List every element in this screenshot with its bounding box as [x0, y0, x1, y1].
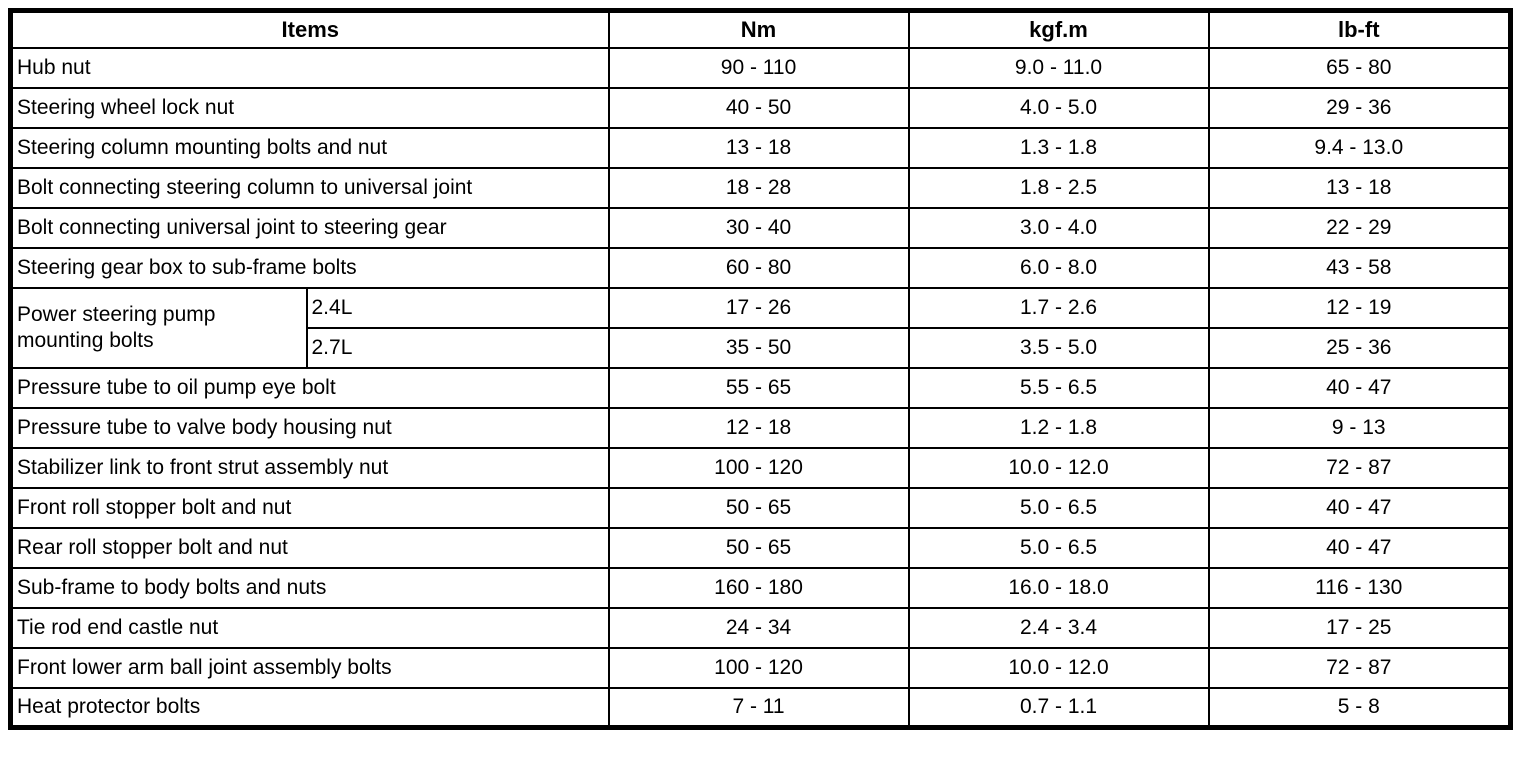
lbft-cell: 17 - 25: [1207, 606, 1512, 649]
nm-cell: 40 - 50: [607, 86, 910, 129]
item-cell: Steering gear box to sub-frame bolts: [9, 246, 610, 289]
lbft-cell: 29 - 36: [1207, 86, 1512, 129]
table-row: 2.7L 35 - 50 3.5 - 5.0 25 - 36: [11, 326, 1512, 369]
table-row: Steering wheel lock nut 40 - 50 4.0 - 5.…: [9, 86, 1512, 129]
kgfm-cell: 1.3 - 1.8: [907, 126, 1210, 169]
item-cell: Pressure tube to oil pump eye bolt: [9, 366, 610, 409]
kgfm-cell: 4.0 - 5.0: [907, 86, 1210, 129]
kgfm-cell: 5.0 - 6.5: [907, 486, 1210, 529]
nm-cell: 24 - 34: [607, 606, 910, 649]
table-row: Bolt connecting universal joint to steer…: [9, 206, 1512, 249]
lbft-cell: 22 - 29: [1207, 206, 1512, 249]
nm-cell: 12 - 18: [607, 406, 910, 449]
item-cell: Hub nut: [9, 46, 610, 89]
kgfm-cell: 1.2 - 1.8: [907, 406, 1210, 449]
table-row: Pressure tube to valve body housing nut …: [9, 406, 1512, 449]
table-row: Bolt connecting steering column to unive…: [9, 166, 1512, 209]
item-cell: Rear roll stopper bolt and nut: [9, 526, 610, 569]
table-row: Front lower arm ball joint assembly bolt…: [9, 646, 1512, 689]
table-row: Heat protector bolts 7 - 11 0.7 - 1.1 5 …: [9, 686, 1512, 729]
col-header-items: Items: [9, 9, 610, 49]
item-cell: Sub-frame to body bolts and nuts: [9, 566, 610, 609]
lbft-cell: 13 - 18: [1207, 166, 1512, 209]
lbft-cell: 5 - 8: [1207, 686, 1512, 729]
item-cell: Power steering pump mounting bolts: [9, 286, 308, 369]
item-cell: Tie rod end castle nut: [9, 606, 610, 649]
lbft-cell: 40 - 47: [1207, 526, 1512, 569]
item-cell: Heat protector bolts: [9, 686, 610, 729]
kgfm-cell: 0.7 - 1.1: [907, 686, 1210, 729]
lbft-cell: 72 - 87: [1207, 446, 1512, 489]
lbft-cell: 43 - 58: [1207, 246, 1512, 289]
item-cell: Front roll stopper bolt and nut: [9, 486, 610, 529]
item-cell: Pressure tube to valve body housing nut: [9, 406, 610, 449]
kgfm-cell: 10.0 - 12.0: [907, 646, 1210, 689]
kgfm-cell: 10.0 - 12.0: [907, 446, 1210, 489]
item-cell: Stabilizer link to front strut assembly …: [9, 446, 610, 489]
variant-cell: 2.4L: [305, 286, 610, 329]
table-row: Stabilizer link to front strut assembly …: [9, 446, 1512, 489]
table-row: Sub-frame to body bolts and nuts 160 - 1…: [9, 566, 1512, 609]
nm-cell: 50 - 65: [607, 526, 910, 569]
item-cell: Steering wheel lock nut: [9, 86, 610, 129]
kgfm-cell: 1.7 - 2.6: [907, 286, 1210, 329]
nm-cell: 17 - 26: [607, 286, 910, 329]
kgfm-cell: 16.0 - 18.0: [907, 566, 1210, 609]
table-row: Steering column mounting bolts and nut 1…: [9, 126, 1512, 169]
lbft-cell: 40 - 47: [1207, 366, 1512, 409]
nm-cell: 13 - 18: [607, 126, 910, 169]
table-row: Power steering pump mounting bolts 2.4L …: [9, 286, 1512, 369]
item-cell: Bolt connecting steering column to unive…: [9, 166, 610, 209]
nm-cell: 35 - 50: [607, 326, 910, 369]
kgfm-cell: 9.0 - 11.0: [907, 46, 1210, 89]
lbft-cell: 72 - 87: [1207, 646, 1512, 689]
kgfm-cell: 2.4 - 3.4: [907, 606, 1210, 649]
nm-cell: 100 - 120: [607, 646, 910, 689]
table-row: Tie rod end castle nut 24 - 34 2.4 - 3.4…: [9, 606, 1512, 649]
nm-cell: 30 - 40: [607, 206, 910, 249]
table-row: Steering gear box to sub-frame bolts 60 …: [9, 246, 1512, 289]
lbft-cell: 12 - 19: [1207, 286, 1512, 329]
nm-cell: 160 - 180: [607, 566, 910, 609]
item-cell: Steering column mounting bolts and nut: [9, 126, 610, 169]
nm-cell: 18 - 28: [607, 166, 910, 209]
kgfm-cell: 6.0 - 8.0: [907, 246, 1210, 289]
nm-cell: 60 - 80: [607, 246, 910, 289]
lbft-cell: 40 - 47: [1207, 486, 1512, 529]
col-header-kgfm: kgf.m: [907, 9, 1210, 49]
lbft-cell: 25 - 36: [1207, 326, 1512, 369]
kgfm-cell: 5.0 - 6.5: [907, 526, 1210, 569]
nm-cell: 55 - 65: [607, 366, 910, 409]
lbft-cell: 116 - 130: [1207, 566, 1512, 609]
kgfm-cell: 3.5 - 5.0: [907, 326, 1210, 369]
col-header-nm: Nm: [607, 9, 910, 49]
kgfm-cell: 3.0 - 4.0: [907, 206, 1210, 249]
torque-spec-table: Items Nm kgf.m lb-ft Hub nut 90 - 110 9.…: [8, 8, 1514, 730]
item-cell: Bolt connecting universal joint to steer…: [9, 206, 610, 249]
nm-cell: 100 - 120: [607, 446, 910, 489]
table-header-row: Items Nm kgf.m lb-ft: [9, 9, 1512, 49]
kgfm-cell: 1.8 - 2.5: [907, 166, 1210, 209]
kgfm-cell: 5.5 - 6.5: [907, 366, 1210, 409]
nm-cell: 50 - 65: [607, 486, 910, 529]
table-row: Hub nut 90 - 110 9.0 - 11.0 65 - 80: [9, 46, 1512, 89]
variant-cell: 2.7L: [305, 326, 610, 369]
lbft-cell: 9.4 - 13.0: [1207, 126, 1512, 169]
nm-cell: 7 - 11: [607, 686, 910, 729]
lbft-cell: 9 - 13: [1207, 406, 1512, 449]
nm-cell: 90 - 110: [607, 46, 910, 89]
lbft-cell: 65 - 80: [1207, 46, 1512, 89]
table-row: Pressure tube to oil pump eye bolt 55 - …: [9, 366, 1512, 409]
table-row: Rear roll stopper bolt and nut 50 - 65 5…: [9, 526, 1512, 569]
item-cell: Front lower arm ball joint assembly bolt…: [9, 646, 610, 689]
col-header-lbft: lb-ft: [1207, 9, 1512, 49]
table-row: Front roll stopper bolt and nut 50 - 65 …: [9, 486, 1512, 529]
